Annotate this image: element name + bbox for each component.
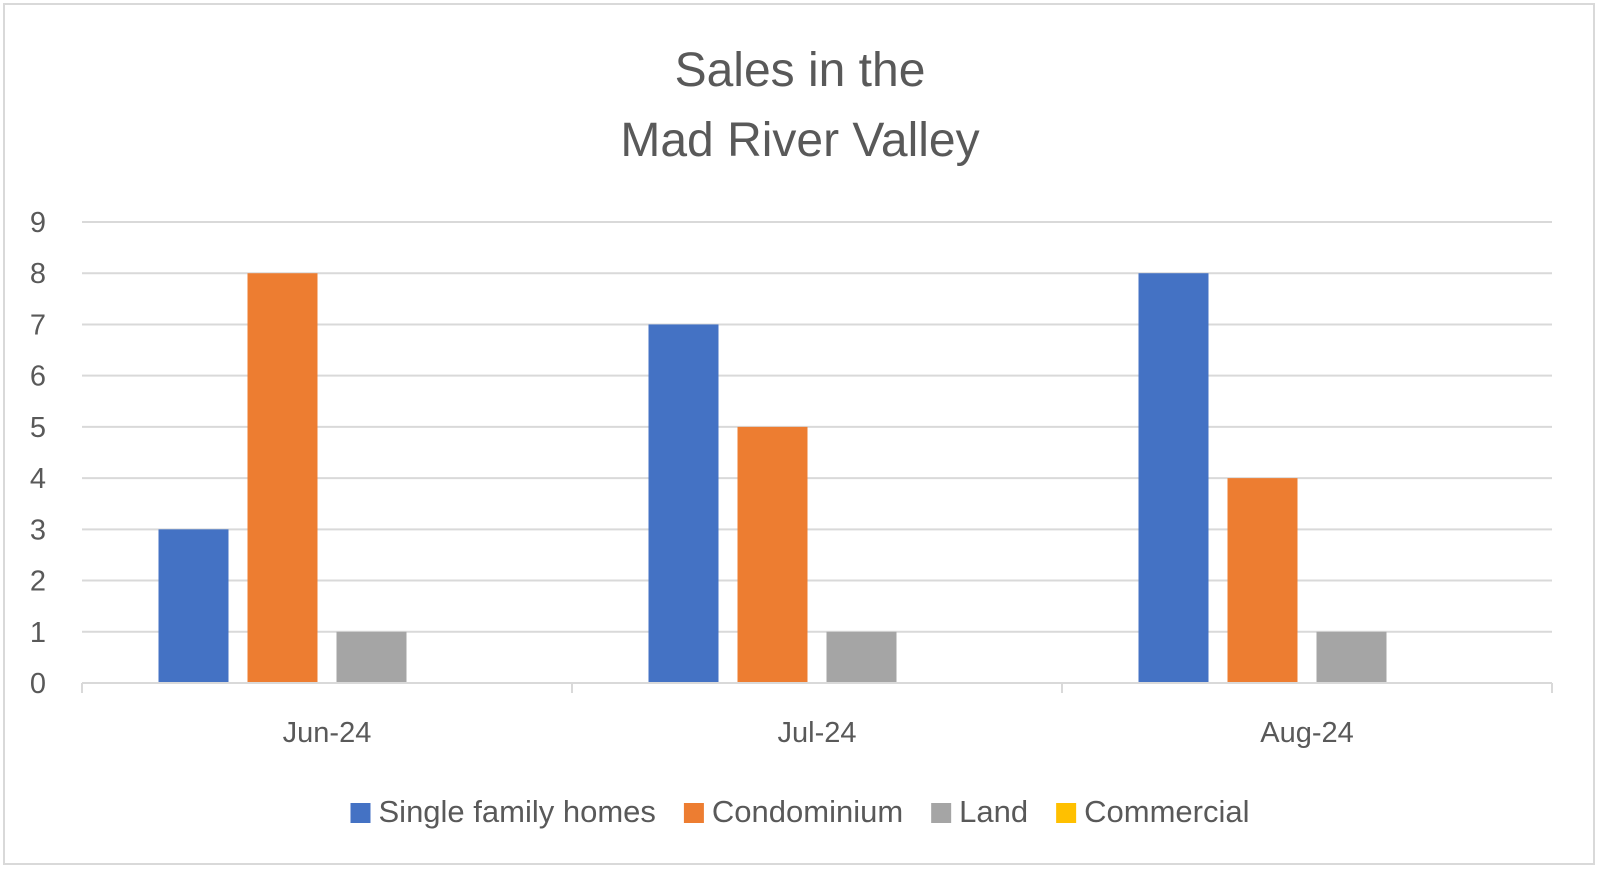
legend-swatch (683, 803, 704, 823)
chart-title-line-1: Sales in the (675, 44, 926, 97)
gridlines (82, 221, 1552, 633)
bar-land-jun-24 (336, 631, 407, 683)
legend-label: Condominium (712, 794, 903, 829)
legend-item: Condominium (683, 794, 903, 829)
bar-single-family-homes-aug-24 (1138, 273, 1209, 683)
chart-title-line-2: Mad River Valley (620, 114, 979, 167)
y-tick-label: 3 (30, 514, 46, 546)
legend-item: Single family homes (350, 794, 656, 829)
x-tick-label: Jun-24 (283, 717, 372, 749)
legend-item: Commercial (1056, 794, 1250, 829)
y-tick-label: 7 (30, 309, 46, 341)
y-tick-label: 8 (30, 258, 46, 290)
y-tick-label: 6 (30, 361, 46, 393)
legend: Single family homes Condominium Land Commer… (350, 794, 1250, 829)
y-axis-ticks: 0 1 2 3 4 5 6 7 8 9 (30, 207, 46, 700)
legend-item: Land (931, 794, 1028, 829)
x-axis: Jun-24 Jul-24 Aug-24 (81, 682, 1553, 749)
y-tick-label: 5 (30, 412, 46, 444)
bar-land-aug-24 (1316, 631, 1387, 683)
bar-condominium-aug-24 (1227, 478, 1298, 683)
legend-label: Commercial (1084, 794, 1249, 829)
bar-condominium-jul-24 (737, 426, 808, 683)
legend-swatch (1056, 803, 1077, 823)
legend-swatch (931, 803, 952, 823)
y-tick-label: 2 (30, 566, 46, 598)
bars (158, 273, 1387, 683)
x-tick-label: Aug-24 (1260, 717, 1354, 749)
legend-label: Single family homes (379, 794, 656, 829)
y-tick-label: 4 (30, 463, 46, 495)
y-tick-label: 1 (30, 617, 46, 649)
legend-label: Land (959, 794, 1028, 829)
bar-land-jul-24 (826, 631, 897, 683)
y-tick-label: 9 (30, 207, 46, 239)
y-tick-label: 0 (30, 668, 46, 700)
legend-swatch (350, 803, 371, 823)
x-tick-label: Jul-24 (778, 717, 857, 749)
bar-single-family-homes-jun-24 (158, 529, 229, 683)
bar-condominium-jun-24 (247, 273, 318, 683)
bar-single-family-homes-jul-24 (648, 324, 719, 683)
